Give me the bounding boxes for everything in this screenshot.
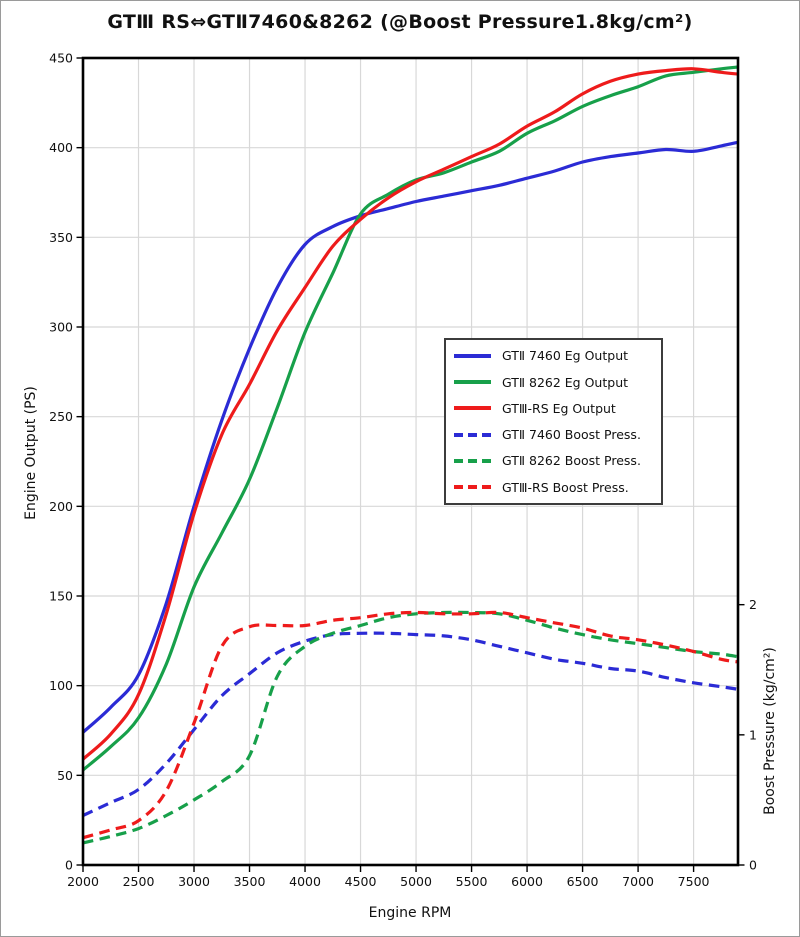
- legend-item-2: GTⅢ-RS Eg Output: [446, 396, 661, 421]
- y-left-tick-label: 200: [49, 499, 73, 514]
- x-tick-label: 4500: [345, 874, 377, 889]
- legend-item-label: GTⅢ-RS Boost Press.: [502, 479, 629, 495]
- x-axis-label: Engine RPM: [368, 905, 452, 921]
- plot-frame: [81, 56, 740, 867]
- x-tick-label: 3000: [178, 874, 210, 889]
- y-left-tick-label: 300: [49, 320, 73, 335]
- legend-dashed-line-swatch: [454, 458, 491, 463]
- x-tick-label: 5500: [456, 874, 488, 889]
- legend-solid-line-swatch: [454, 406, 491, 411]
- x-tick-label: 6000: [511, 874, 543, 889]
- y-left-tick-label: 250: [49, 409, 73, 424]
- legend-solid-line-swatch: [454, 353, 491, 358]
- y-left-tick-label: 150: [49, 589, 73, 604]
- legend-item-3: GTⅡ 7460 Boost Press.: [446, 422, 661, 447]
- chart-title: GTⅢ RS⇔GTⅡ7460&8262 (@Boost Pressure1.8k…: [107, 11, 693, 33]
- legend-item-label: GTⅡ 8262 Boost Press.: [502, 453, 641, 469]
- series-curve-1: [81, 65, 739, 772]
- y-right-tick-label: 2: [749, 597, 757, 612]
- y-left-tick-label: 400: [49, 140, 73, 155]
- x-tick-label: 5000: [400, 874, 432, 889]
- series-curve-0: [81, 140, 739, 734]
- series-curve-2: [81, 67, 739, 761]
- series-curve-4: [82, 610, 739, 845]
- y-left-tick-label: 0: [65, 858, 73, 873]
- legend-dashed-line-swatch: [454, 485, 491, 490]
- legend-item-5: GTⅢ-RS Boost Press.: [446, 475, 661, 500]
- legend-item-label: GTⅢ-RS Eg Output: [502, 400, 616, 416]
- y-right-tick-label: 0: [749, 858, 757, 873]
- legend-solid-line-swatch: [454, 380, 491, 385]
- series-curve-3: [82, 631, 739, 817]
- x-tick-label: 7000: [622, 874, 654, 889]
- legend-item-4: GTⅡ 8262 Boost Press.: [446, 448, 661, 473]
- y-left-tick-label: 350: [49, 230, 73, 245]
- legend-item-label: GTⅡ 7460 Eg Output: [502, 348, 629, 364]
- legend-item-label: GTⅡ 8262 Eg Output: [502, 374, 629, 390]
- x-tick-label: 2000: [67, 874, 99, 889]
- y-right-tick-label: 1: [749, 727, 757, 742]
- x-tick-label: 3500: [234, 874, 266, 889]
- series-curve-5: [82, 610, 739, 840]
- legend-dashed-line-swatch: [454, 432, 491, 437]
- x-tick-label: 7500: [678, 874, 710, 889]
- x-tick-label: 4000: [289, 874, 321, 889]
- x-tick-label: 6500: [567, 874, 599, 889]
- legend-item-0: GTⅡ 7460 Eg Output: [446, 343, 661, 368]
- legend-item-1: GTⅡ 8262 Eg Output: [446, 370, 661, 395]
- y-left-tick-label: 100: [49, 678, 73, 693]
- x-tick-label: 2500: [123, 874, 155, 889]
- y-left-tick-label: 50: [57, 768, 73, 783]
- y-left-tick-label: 450: [49, 51, 73, 66]
- legend: GTⅡ 7460 Eg Output GTⅡ 8262 Eg Output GTⅢ-…: [444, 338, 663, 505]
- legend-item-label: GTⅡ 7460 Boost Press.: [502, 427, 641, 443]
